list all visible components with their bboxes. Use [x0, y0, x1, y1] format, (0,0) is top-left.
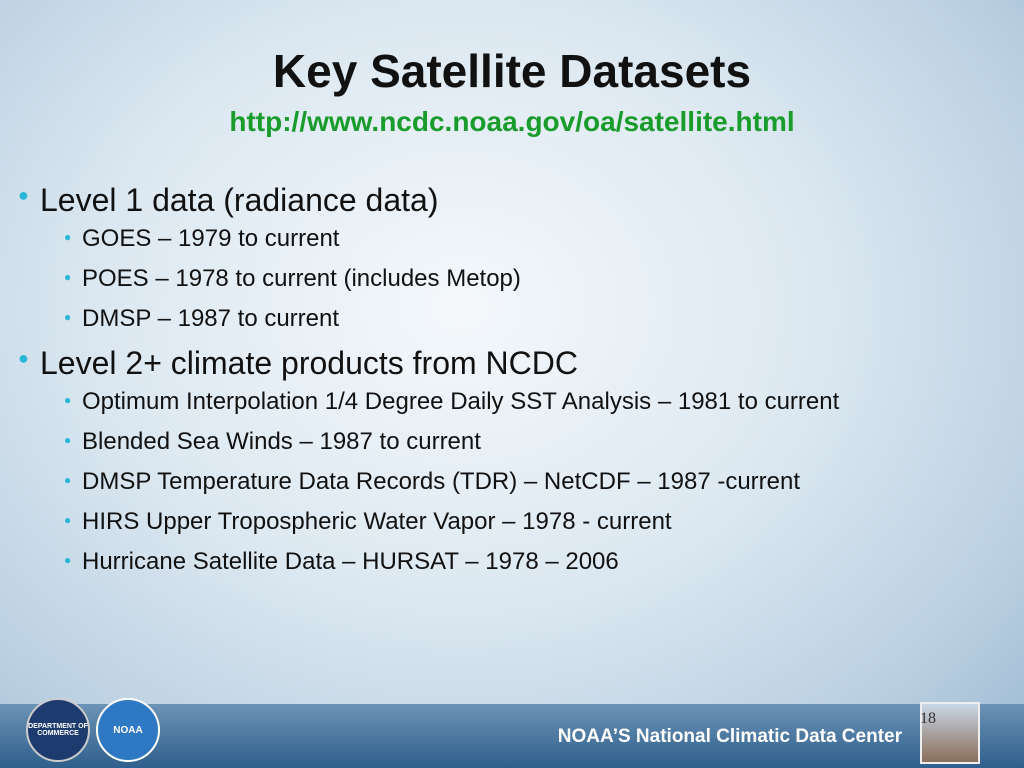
- sub-bullet: Optimum Interpolation 1/4 Degree Daily S…: [64, 388, 1008, 416]
- sub-bullet: GOES – 1979 to current: [64, 225, 1008, 253]
- content: Level 1 data (radiance data) GOES – 1979 …: [18, 178, 1008, 588]
- noaa-logo: NOAA: [96, 698, 160, 762]
- sub-bullet: POES – 1978 to current (includes Metop): [64, 265, 1008, 293]
- sub-bullet: DMSP – 1987 to current: [64, 305, 1008, 333]
- organization: NOAA’S National Climatic Data Center: [557, 726, 902, 747]
- url[interactable]: http://www.ncdc.noaa.gov/oa/satellite.ht…: [229, 106, 795, 137]
- page-number: 18: [920, 710, 936, 727]
- sub-bullet: HIRS Upper Tropospheric Water Vapor – 19…: [64, 508, 1008, 536]
- footer: DEPARTMENT OF COMMERCE NOAA NOAA’S Natio…: [0, 698, 1024, 768]
- commerce-logo: DEPARTMENT OF COMMERCE: [26, 698, 90, 762]
- bullet: Level 2+ climate products from NCDC: [18, 345, 1008, 382]
- sub-bullet: Hurricane Satellite Data – HURSAT – 1978…: [64, 548, 1008, 576]
- bullet: Level 1 data (radiance data): [18, 182, 1008, 219]
- title: Key Satellite Datasets: [272, 45, 752, 97]
- building-image: [920, 702, 980, 764]
- sub-bullet: Blended Sea Winds – 1987 to current: [64, 428, 1008, 456]
- sub-bullet: DMSP Temperature Data Records (TDR) – Ne…: [64, 468, 1008, 496]
